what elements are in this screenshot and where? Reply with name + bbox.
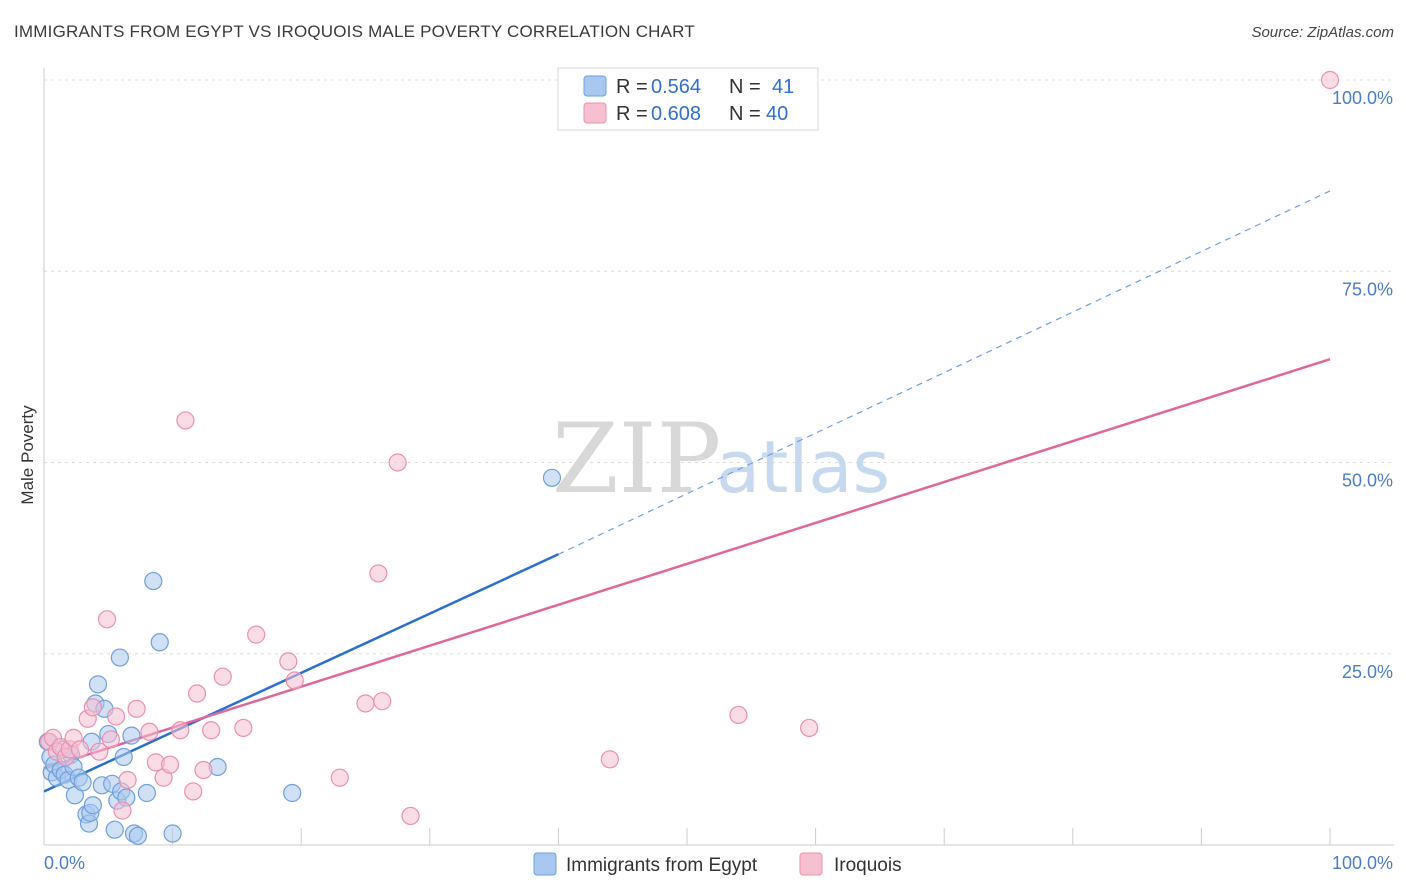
iroquois-point-26 — [202, 721, 221, 740]
iroquois-point-14 — [113, 801, 132, 820]
iroquois-point-25 — [194, 760, 213, 780]
egypt-point-24 — [105, 820, 124, 839]
x-tick-label-1: 100.0% — [1332, 853, 1393, 873]
egypt-point-35 — [150, 633, 169, 652]
watermark-atlas: atlas — [716, 425, 890, 509]
axes — [43, 68, 1394, 846]
iroquois-point-13 — [106, 707, 126, 726]
bottom-legend-iroquois: Iroquois — [834, 855, 902, 876]
iroquois-trend-line — [43, 358, 1331, 770]
y-tick-label-1: 50.0% — [1342, 471, 1393, 491]
egypt-point-34 — [144, 571, 163, 591]
y-axis-label: Male Poverty — [18, 405, 37, 505]
iroquois-point-17 — [140, 722, 159, 741]
egypt-point-17 — [83, 796, 102, 815]
x-tick-label-0: 0.0% — [44, 853, 85, 873]
egypt-point-33 — [137, 783, 156, 803]
egypt-point-26 — [110, 648, 129, 667]
egypt-point-19 — [88, 675, 108, 694]
iroquois-point-16 — [127, 699, 146, 718]
legend-r-value-2: 0.608 — [651, 103, 701, 125]
bottom-legend-egypt: Immigrants from Egypt — [566, 855, 758, 876]
iroquois-point-10 — [90, 742, 109, 761]
tick-labels: 25.0% 50.0% 75.0% 100.0% 0.0% 100.0% — [44, 88, 1393, 873]
iroquois-point-11 — [97, 610, 117, 629]
grid — [44, 79, 1394, 655]
legend-n-value-1: 41 — [772, 76, 794, 98]
iroquois-point-29 — [247, 625, 266, 644]
legend-r-label-1: R = — [616, 76, 648, 98]
iroquois-point-22 — [176, 411, 195, 430]
iroquois-point-40 — [800, 718, 819, 738]
iroquois-point-21 — [171, 721, 190, 740]
egypt-point-39 — [542, 468, 562, 487]
legend-r-value-1: 0.564 — [651, 76, 701, 98]
iroquois-point-20 — [160, 755, 180, 774]
watermark-zip: ZIP — [552, 403, 721, 515]
iroquois-point-7 — [70, 740, 90, 759]
iroquois-point-12 — [101, 730, 120, 749]
bottom-legend: Immigrants from Egypt Iroquois — [533, 852, 902, 876]
legend-swatch-pink — [583, 102, 607, 124]
iroquois-point-41 — [1320, 70, 1340, 90]
egypt-point-38 — [283, 783, 302, 803]
egypt-point-30 — [122, 726, 141, 745]
iroquois-point-36 — [388, 453, 407, 472]
legend-n-value-2: 40 — [766, 103, 788, 125]
iroquois-point-23 — [184, 782, 203, 801]
iroquois-point-37 — [401, 806, 420, 826]
y-tick-label-2: 75.0% — [1342, 279, 1393, 299]
iroquois-point-32 — [330, 768, 349, 787]
iroquois-point-30 — [279, 652, 298, 671]
iroquois-point-31 — [285, 671, 304, 690]
iroquois-point-39 — [729, 705, 748, 725]
y-tick-label-0: 25.0% — [1342, 662, 1393, 682]
iroquois-point-9 — [83, 698, 102, 717]
legend-r-label-2: R = — [616, 103, 648, 125]
iroquois-point-38 — [600, 750, 619, 769]
legend: R = 0.564 N = 41 R = 0.608 N = 40 — [557, 67, 819, 131]
y-tick-label-3: 100.0% — [1332, 88, 1393, 108]
legend-n-label-2: N = — [729, 103, 761, 125]
watermark: ZIP atlas — [552, 403, 890, 515]
legend-swatch-blue — [583, 75, 607, 97]
egypt-point-28 — [114, 747, 133, 767]
source-credit: Source: ZipAtlas.com — [1251, 24, 1394, 41]
iroquois-point-34 — [369, 564, 388, 583]
bottom-legend-swatch-iroquois — [799, 852, 823, 876]
egypt-point-12 — [73, 773, 92, 792]
iroquois-point-33 — [356, 694, 375, 713]
egypt-point-32 — [128, 826, 147, 845]
iroquois-point-35 — [373, 692, 392, 711]
chart-title: IMMIGRANTS FROM EGYPT VS IROQUOIS MALE P… — [14, 22, 695, 41]
bottom-legend-swatch-egypt — [533, 852, 557, 876]
iroquois-point-28 — [234, 718, 253, 738]
egypt-point-36 — [163, 824, 182, 843]
iroquois-point-27 — [213, 667, 232, 686]
iroquois-point-15 — [118, 770, 137, 790]
data-points — [38, 70, 1340, 845]
iroquois-point-24 — [187, 684, 207, 703]
legend-n-label-1: N = — [729, 76, 761, 98]
